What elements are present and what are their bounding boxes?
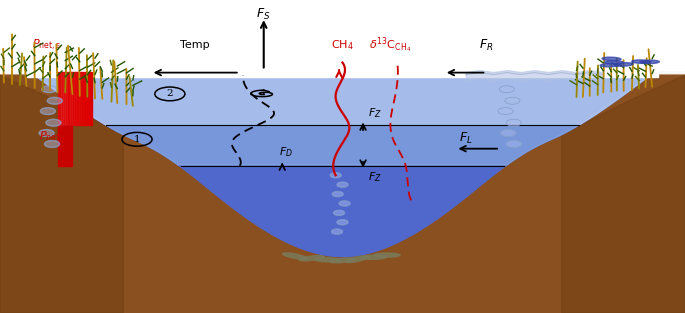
Text: CH$_4$: CH$_4$ bbox=[331, 38, 354, 52]
Circle shape bbox=[46, 119, 61, 126]
Circle shape bbox=[337, 182, 348, 187]
Circle shape bbox=[47, 97, 62, 104]
Ellipse shape bbox=[374, 253, 400, 257]
Circle shape bbox=[506, 119, 521, 126]
Ellipse shape bbox=[283, 253, 306, 259]
Circle shape bbox=[45, 141, 60, 147]
Circle shape bbox=[334, 210, 345, 215]
Ellipse shape bbox=[299, 256, 324, 261]
Circle shape bbox=[499, 86, 514, 93]
Ellipse shape bbox=[360, 255, 386, 259]
Text: $P_{\rm net,s}$: $P_{\rm net,s}$ bbox=[32, 38, 61, 53]
Polygon shape bbox=[58, 125, 72, 166]
Circle shape bbox=[505, 97, 520, 104]
Ellipse shape bbox=[632, 60, 651, 64]
Text: $F_Z$: $F_Z$ bbox=[369, 106, 382, 120]
Polygon shape bbox=[0, 75, 123, 313]
Text: $F_R$: $F_R$ bbox=[479, 38, 494, 53]
Polygon shape bbox=[27, 70, 658, 77]
Circle shape bbox=[501, 130, 516, 136]
Text: $F_S$: $F_S$ bbox=[256, 7, 271, 22]
Ellipse shape bbox=[600, 63, 619, 67]
Polygon shape bbox=[562, 75, 685, 313]
Circle shape bbox=[339, 201, 350, 206]
Circle shape bbox=[39, 130, 54, 136]
Circle shape bbox=[40, 108, 55, 115]
Text: $F_D$: $F_D$ bbox=[279, 145, 293, 159]
Circle shape bbox=[506, 141, 521, 147]
Ellipse shape bbox=[614, 63, 633, 66]
Circle shape bbox=[498, 108, 513, 115]
Ellipse shape bbox=[602, 57, 621, 61]
Text: $F_L$: $F_L$ bbox=[459, 131, 473, 146]
Ellipse shape bbox=[329, 258, 356, 263]
Text: $F_Z$: $F_Z$ bbox=[369, 170, 382, 184]
Circle shape bbox=[337, 220, 348, 225]
Circle shape bbox=[332, 229, 342, 234]
Circle shape bbox=[42, 86, 57, 93]
Text: $\delta^{13}$C$_{\rm CH_4}$: $\delta^{13}$C$_{\rm CH_4}$ bbox=[369, 36, 412, 55]
Circle shape bbox=[332, 192, 343, 197]
Polygon shape bbox=[34, 75, 651, 257]
Polygon shape bbox=[0, 0, 685, 70]
Polygon shape bbox=[34, 75, 651, 125]
Text: 1: 1 bbox=[134, 135, 140, 144]
Polygon shape bbox=[0, 0, 685, 75]
Circle shape bbox=[330, 173, 341, 178]
Text: 2: 2 bbox=[166, 90, 173, 98]
Text: Temp: Temp bbox=[180, 40, 210, 50]
Ellipse shape bbox=[640, 60, 659, 64]
Ellipse shape bbox=[605, 61, 624, 64]
Ellipse shape bbox=[314, 258, 340, 262]
Polygon shape bbox=[58, 72, 92, 125]
Ellipse shape bbox=[346, 256, 369, 263]
Polygon shape bbox=[108, 125, 577, 165]
Polygon shape bbox=[0, 75, 685, 313]
Text: $P_{\rm net,m}$: $P_{\rm net,m}$ bbox=[38, 130, 71, 145]
